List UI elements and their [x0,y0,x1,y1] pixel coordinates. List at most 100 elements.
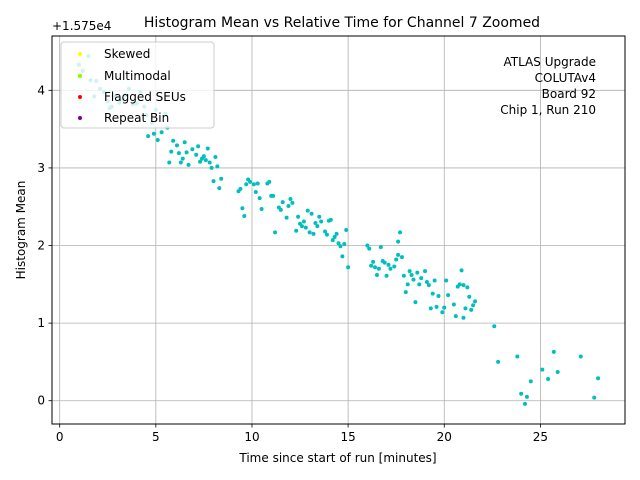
data-point [473,299,478,304]
data-point [515,354,520,359]
data-point [344,228,349,232]
data-point [257,196,262,201]
data-point [446,293,451,298]
data-point [174,143,179,148]
data-point [207,160,212,165]
data-point [394,257,399,262]
data-point [436,293,441,298]
data-point [299,224,304,229]
data-point [340,254,345,259]
legend-marker-multimodal [78,74,82,78]
data-point [294,228,299,233]
data-point [578,354,583,359]
data-point [374,273,379,278]
legend-marker-skewed [78,52,82,56]
data-point [463,306,468,311]
y-tick-label: 2 [37,239,45,253]
data-point [215,164,220,169]
data-point [492,324,497,329]
data-point [382,260,387,265]
x-tick-label: 5 [152,430,160,444]
data-point [336,241,341,246]
legend-marker-flagged-seus [78,95,82,99]
data-point [399,255,404,260]
data-point [373,265,378,270]
data-point [338,244,343,249]
data-point [319,219,324,224]
data-point [432,278,437,283]
x-tick-label: 25 [533,430,548,444]
data-point [251,182,256,187]
data-point [461,283,466,288]
data-point [167,160,172,165]
data-point [528,379,533,384]
data-point [465,285,470,290]
plot-frame [51,35,626,425]
data-point [384,273,389,278]
data-point [217,186,222,191]
chart-title: Histogram Mean vs Relative Time for Chan… [144,15,540,31]
data-point [334,231,339,236]
data-point [303,225,308,230]
data-point [317,214,322,219]
data-point [398,230,403,235]
data-point [242,214,247,219]
data-point [424,279,429,284]
data-point [461,315,466,320]
data-point [332,234,337,239]
data-point [213,155,218,160]
x-tick-label: 15 [340,430,355,444]
data-point [328,217,333,222]
data-point [182,140,187,145]
x-axis-ticks: 0 5 10 15 20 25 [56,424,548,444]
data-point [201,154,206,159]
data-point [386,262,391,267]
y-offset-label: +1.575e4 [52,19,111,33]
data-point [307,230,312,235]
data-point [280,200,285,205]
data-point [219,176,224,181]
data-point [376,266,381,271]
data-point [248,179,253,184]
data-point [442,305,447,310]
data-point [330,238,335,243]
data-point [428,306,433,311]
annotation-line-1: ATLAS Upgrade [503,55,596,69]
data-point [184,150,189,155]
data-point [238,186,243,191]
annotation-line-3: Board 92 [542,87,596,101]
run-annotation: ATLAS Upgrade COLUTAv4 Board 92 Chip 1, … [500,55,596,117]
data-point [367,246,372,251]
data-point [523,401,528,406]
y-tick-label: 1 [37,316,45,330]
legend-label-multimodal: Multimodal [104,69,171,83]
data-point [451,302,456,307]
data-point [407,269,412,274]
data-point [540,367,545,372]
data-point [305,208,310,213]
data-point [546,376,551,381]
x-tick-label: 20 [437,430,452,444]
data-point [346,265,351,270]
data-point [342,241,347,246]
data-point [413,300,418,305]
data-point [180,156,185,161]
data-point [378,245,383,250]
data-point [284,215,289,220]
data-point [471,303,476,308]
data-point [203,158,208,163]
data-point [405,282,410,287]
y-tick-label: 0 [37,394,45,408]
annotation-line-2: COLUTAv4 [535,71,596,85]
data-point [286,203,291,208]
grid [52,36,625,424]
data-point [301,219,306,224]
data-point [196,144,201,149]
data-point [315,224,320,229]
data-point [240,206,245,211]
legend-label-skewed: Skewed [104,47,150,61]
y-axis-ticks: 0 1 2 3 4 [37,83,52,408]
data-point [273,230,278,235]
data-point [155,137,160,142]
